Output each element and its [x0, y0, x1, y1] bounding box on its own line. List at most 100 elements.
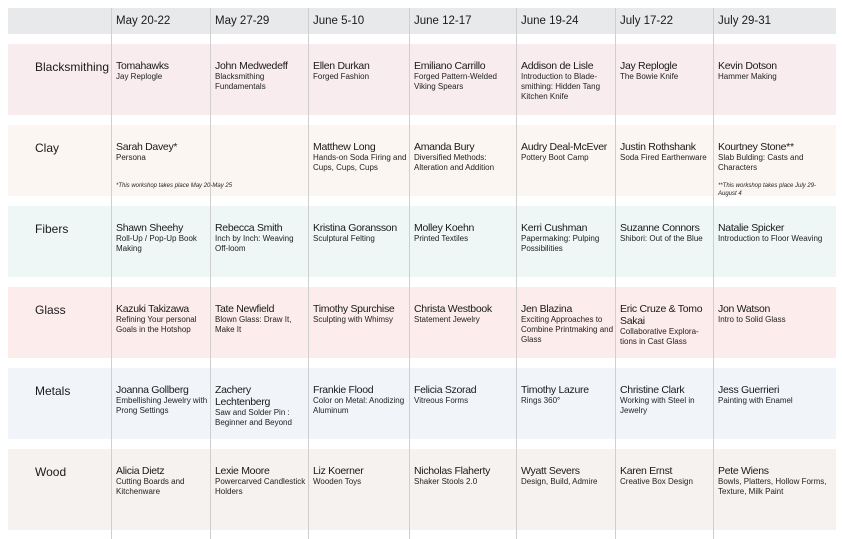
instructor-name: Jess Guerrieri [718, 384, 780, 396]
row-band-clay [8, 125, 836, 196]
header-bar [8, 8, 836, 34]
column-divider [516, 8, 517, 539]
workshop-title: Collaborative Explora-tions in Cast Glas… [620, 327, 699, 346]
instructor-name: Addison de Lisle [521, 60, 594, 72]
workshop-cell: Kristina Goransson Sculptural Felting [313, 222, 408, 244]
workshop-cell: Sarah Davey* Persona [116, 141, 209, 163]
workshop-title: Rings 360° [521, 396, 561, 405]
workshop-cell: Ellen Durkan Forged Fashion [313, 60, 408, 82]
instructor-name: Pete Wiens [718, 465, 769, 477]
category-label: Clay [35, 141, 60, 155]
workshop-cell: Timothy Lazure Rings 360° [521, 384, 614, 406]
row-band-metals [8, 368, 836, 439]
workshop-title: Embellishing Jewelry with Prong Settings [116, 396, 208, 415]
workshop-title: Cutting Boards and Kitchenware [116, 477, 185, 496]
workshop-title: Intro to Solid Glass [718, 315, 786, 324]
workshop-cell: Karen Ernst Creative Box Design [620, 465, 712, 487]
instructor-name: Amanda Bury [414, 141, 475, 153]
instructor-name: Suzanne Connors [620, 222, 700, 234]
workshop-title: Pottery Boot Camp [521, 153, 589, 162]
workshop-title: Blacksmithing Fundamentals [215, 72, 266, 91]
workshop-title: Forged Fashion [313, 72, 370, 81]
workshop-cell: Rebecca Smith Inch by Inch: Weaving Off-l… [215, 222, 307, 254]
workshop-cell: Christine Clark Working with Steel in Jew… [620, 384, 712, 416]
workshop-cell: Amanda Bury Diversified Methods: Alterati… [414, 141, 515, 173]
instructor-name: Kourtney Stone** [718, 141, 794, 153]
workshop-title: Papermaking: Pulping Possibilities [521, 234, 600, 253]
workshop-cell: Felicia Szorad Vitreous Forms [414, 384, 515, 406]
instructor-name: Wyatt Severs [521, 465, 580, 477]
workshop-title: Printed Textiles [414, 234, 469, 243]
workshop-cell: Kerri Cushman Papermaking: Pulping Possib… [521, 222, 614, 254]
workshop-title: Slab Bulding: Casts and Characters [718, 153, 804, 172]
workshop-cell: Justin Rothshank Soda Fired Earthenware [620, 141, 712, 163]
workshop-title: Soda Fired Earthenware [620, 153, 707, 162]
workshop-cell: Kourtney Stone** Slab Bulding: Casts and … [718, 141, 836, 173]
instructor-name: Kevin Dotson [718, 60, 777, 72]
workshop-title: Introduction to Blade-smithing: Hidden T… [521, 72, 601, 101]
workshop-cell: Jon Watson Intro to Solid Glass [718, 303, 836, 325]
instructor-name: Tomahawks [116, 60, 169, 72]
instructor-name: Felicia Szorad [414, 384, 477, 396]
workshop-title: Sculpting with Whimsy [313, 315, 394, 324]
workshop-title: Vitreous Forms [414, 396, 469, 405]
row-band-glass [8, 287, 836, 358]
workshop-cell: Nicholas Flaherty Shaker Stools 2.0 [414, 465, 515, 487]
instructor-name: Eric Cruze & Tomo Sakai [620, 303, 703, 327]
workshop-title: Bowls, Platters, Hollow Forms, Texture, … [718, 477, 827, 496]
workshop-title: Statement Jewelry [414, 315, 480, 324]
instructor-name: Christa Westbook [414, 303, 492, 315]
row-band-fibers [8, 206, 836, 277]
footnote: **This workshop takes place July 29-Augu… [718, 183, 817, 197]
workshop-title: Shibori: Out of the Blue [620, 234, 703, 243]
workshop-cell: Zachery Lechtenberg Saw and Solder Pin : … [215, 384, 307, 428]
workshop-cell: Jay Replogle The Bowie Knife [620, 60, 712, 82]
instructor-name: Jay Replogle [620, 60, 678, 72]
column-divider [210, 8, 211, 539]
workshop-title: The Bowie Knife [620, 72, 679, 81]
workshop-title: Wooden Toys [313, 477, 362, 486]
instructor-name: Rebecca Smith [215, 222, 283, 234]
instructor-name: Audry Deal-McEver [521, 141, 607, 153]
footnote: *This workshop takes place May 20-May 25 [116, 183, 233, 189]
column-divider [308, 8, 309, 539]
column-divider [111, 8, 112, 539]
column-header: June 12-17 [414, 15, 472, 27]
workshop-cell: Jen Blazina Exciting Approaches to Combin… [521, 303, 614, 345]
workshop-title: Shaker Stools 2.0 [414, 477, 478, 486]
instructor-name: Sarah Davey* [116, 141, 178, 153]
workshop-cell: Eric Cruze & Tomo Sakai Collaborative Exp… [620, 303, 712, 347]
workshop-title: Persona [116, 153, 146, 162]
workshop-title: Design, Build, Admire [521, 477, 598, 486]
instructor-name: Ellen Durkan [313, 60, 370, 72]
instructor-name: Natalie Spicker [718, 222, 785, 234]
instructor-name: Jen Blazina [521, 303, 572, 315]
workshop-title: Inch by Inch: Weaving Off-loom [215, 234, 294, 253]
instructor-name: Timothy Lazure [521, 384, 589, 396]
workshop-cell: Frankie Flood Color on Metal: Anodizing A… [313, 384, 408, 416]
workshop-title: Refining Your personal Goals in the Hots… [116, 315, 197, 334]
workshop-cell: Lexie Moore Powercarved Candlestick Holde… [215, 465, 307, 497]
column-divider [615, 8, 616, 539]
workshop-cell: Kazuki Takizawa Refining Your personal Go… [116, 303, 209, 335]
column-header: June 19-24 [521, 15, 579, 27]
instructor-name: Emiliano Carrillo [414, 60, 486, 72]
workshop-cell: Tate Newfield Blown Glass: Draw It, Make … [215, 303, 307, 335]
category-label: Blacksmithing [35, 60, 110, 74]
instructor-name: Nicholas Flaherty [414, 465, 491, 477]
column-header: July 17-22 [620, 15, 674, 27]
workshop-title: Forged Pattern-Welded Viking Spears [414, 72, 498, 91]
instructor-name: Alicia Dietz [116, 465, 165, 477]
workshop-cell: Timothy Spurchise Sculpting with Whimsy [313, 303, 408, 325]
row-band-blacksmithing [8, 44, 836, 115]
instructor-name: Kazuki Takizawa [116, 303, 189, 315]
column-header: July 29-31 [718, 15, 772, 27]
workshop-cell: Matthew Long Hands-on Soda Firing and Cup… [313, 141, 408, 173]
instructor-name: Christine Clark [620, 384, 685, 396]
workshop-title: Exciting Approaches to Combine Printmaki… [521, 315, 614, 344]
workshop-cell: Natalie Spicker Introduction to Floor Wea… [718, 222, 836, 244]
instructor-name: Karen Ernst [620, 465, 673, 477]
workshop-title: Painting with Enamel [718, 396, 793, 405]
workshop-cell: Joanna Gollberg Embellishing Jewelry with… [116, 384, 209, 416]
workshop-cell: Pete Wiens Bowls, Platters, Hollow Forms,… [718, 465, 836, 497]
